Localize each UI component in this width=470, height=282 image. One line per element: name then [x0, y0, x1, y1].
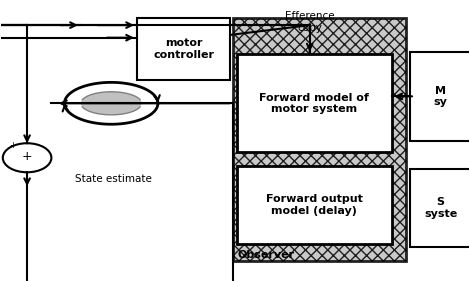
Bar — [410, 52, 470, 141]
Text: Forward model of
motor system: Forward model of motor system — [259, 92, 369, 114]
Bar — [410, 169, 470, 247]
Bar — [237, 166, 392, 244]
Text: +: + — [22, 150, 32, 163]
Text: +: + — [9, 141, 16, 150]
Bar — [237, 54, 392, 152]
Text: Efference
copy: Efference copy — [285, 11, 335, 33]
Ellipse shape — [81, 92, 141, 115]
Text: S
syste: S syste — [424, 197, 457, 219]
Text: Observer: Observer — [237, 250, 295, 260]
Bar — [137, 18, 230, 80]
Text: State estimate: State estimate — [75, 174, 152, 184]
Text: motor
controller: motor controller — [153, 38, 214, 60]
Text: Forward output
model (delay): Forward output model (delay) — [266, 194, 363, 216]
Bar — [233, 18, 406, 261]
Text: M
sy: M sy — [434, 85, 447, 107]
